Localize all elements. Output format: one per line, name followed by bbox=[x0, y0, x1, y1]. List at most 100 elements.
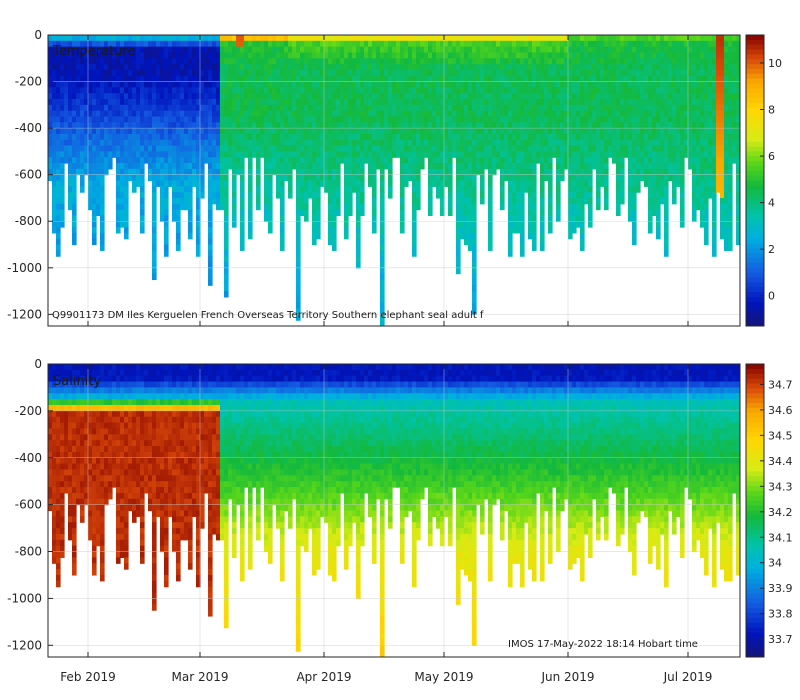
heatmap-cell bbox=[296, 227, 301, 234]
heatmap-cell bbox=[520, 64, 525, 71]
heatmap-cell bbox=[604, 168, 609, 176]
heatmap-cell bbox=[64, 116, 69, 123]
heatmap-cell bbox=[52, 116, 57, 123]
heatmap-cell bbox=[284, 58, 289, 65]
heatmap-cell bbox=[688, 58, 693, 65]
heatmap-cell bbox=[60, 40, 65, 48]
heatmap-cell bbox=[412, 133, 417, 141]
heatmap-cell bbox=[588, 215, 593, 222]
heatmap-cell bbox=[348, 163, 353, 170]
heatmap-cell bbox=[464, 221, 469, 228]
heatmap-cell bbox=[556, 197, 561, 205]
heatmap-cell bbox=[208, 180, 213, 187]
heatmap-cell bbox=[136, 133, 141, 141]
heatmap-cell bbox=[620, 192, 625, 199]
heatmap-cell bbox=[120, 174, 125, 182]
heatmap-cell bbox=[576, 116, 581, 123]
heatmap-cell bbox=[648, 46, 653, 54]
heatmap-cell bbox=[592, 99, 597, 106]
heatmap-cell bbox=[372, 116, 377, 123]
heatmap-cell bbox=[236, 133, 241, 141]
heatmap-cell bbox=[412, 110, 417, 118]
heatmap-cell bbox=[372, 35, 377, 42]
heatmap-cell bbox=[348, 197, 353, 205]
heatmap-cell bbox=[284, 69, 289, 77]
heatmap-cell bbox=[200, 46, 205, 54]
heatmap-cell bbox=[416, 133, 421, 141]
heatmap-cell bbox=[560, 87, 565, 94]
heatmap-cell bbox=[56, 133, 61, 141]
heatmap-cell bbox=[472, 197, 477, 205]
heatmap-cell bbox=[356, 87, 361, 94]
heatmap-cell bbox=[552, 87, 557, 94]
heatmap-cell bbox=[560, 81, 565, 88]
heatmap-cell bbox=[564, 46, 569, 54]
heatmap-cell bbox=[388, 58, 393, 65]
heatmap-cell bbox=[484, 104, 489, 112]
heatmap-cell bbox=[316, 46, 321, 54]
heatmap-cell bbox=[412, 180, 417, 187]
heatmap-cell bbox=[336, 151, 341, 158]
heatmap-cell bbox=[432, 145, 437, 152]
heatmap-cell bbox=[380, 209, 385, 217]
heatmap-cell bbox=[176, 174, 181, 182]
heatmap-cell bbox=[340, 145, 345, 152]
heatmap-cell bbox=[512, 122, 517, 129]
heatmap-cell bbox=[656, 52, 661, 59]
heatmap-cell bbox=[248, 180, 253, 187]
heatmap-cell bbox=[520, 145, 525, 152]
heatmap-cell bbox=[604, 58, 609, 65]
heatmap-cell bbox=[228, 145, 233, 152]
heatmap-cell bbox=[352, 99, 357, 106]
heatmap-cell bbox=[432, 35, 437, 42]
heatmap-cell bbox=[300, 133, 305, 141]
heatmap-cell bbox=[268, 122, 273, 129]
heatmap-cell bbox=[464, 174, 469, 182]
heatmap-cell bbox=[552, 46, 557, 54]
heatmap-cell bbox=[592, 40, 597, 48]
heatmap-cell bbox=[400, 64, 405, 71]
heatmap-cell bbox=[592, 139, 597, 147]
heatmap-cell bbox=[488, 203, 493, 211]
heatmap-cell bbox=[492, 163, 497, 170]
heatmap-cell bbox=[652, 174, 657, 182]
heatmap-cell bbox=[52, 168, 57, 176]
heatmap-cell bbox=[648, 192, 653, 199]
heatmap-cell bbox=[656, 232, 661, 240]
heatmap-cell bbox=[628, 163, 633, 170]
heatmap-cell bbox=[680, 180, 685, 187]
heatmap-cell bbox=[516, 122, 521, 129]
profile-column bbox=[648, 35, 653, 234]
heatmap-cell bbox=[548, 215, 553, 222]
heatmap-cell bbox=[600, 35, 605, 42]
heatmap-cell bbox=[332, 87, 337, 94]
heatmap-cell bbox=[692, 81, 697, 88]
heatmap-cell bbox=[340, 69, 345, 77]
heatmap-cell bbox=[460, 145, 465, 152]
heatmap-cell bbox=[544, 58, 549, 65]
heatmap-cell bbox=[612, 93, 617, 100]
heatmap-cell bbox=[180, 186, 185, 193]
heatmap-cell bbox=[316, 64, 321, 71]
heatmap-cell bbox=[332, 168, 337, 176]
heatmap-cell bbox=[228, 75, 233, 83]
heatmap-cell bbox=[480, 93, 485, 100]
heatmap-cell bbox=[552, 151, 557, 158]
heatmap-cell bbox=[344, 197, 349, 205]
heatmap-cell bbox=[268, 151, 273, 158]
heatmap-cell bbox=[100, 163, 105, 170]
heatmap-cell bbox=[324, 81, 329, 88]
heatmap-cell bbox=[320, 174, 325, 182]
heatmap-cell bbox=[328, 40, 333, 48]
heatmap-cell bbox=[544, 157, 549, 164]
heatmap-cell bbox=[644, 104, 649, 112]
heatmap-cell bbox=[428, 40, 433, 48]
heatmap-cell bbox=[492, 81, 497, 88]
heatmap-cell bbox=[360, 46, 365, 54]
heatmap-cell bbox=[288, 69, 293, 77]
heatmap-cell bbox=[528, 209, 533, 217]
heatmap-cell bbox=[480, 192, 485, 199]
heatmap-cell bbox=[152, 40, 157, 48]
heatmap-cell bbox=[668, 116, 673, 123]
heatmap-cell bbox=[148, 116, 153, 123]
